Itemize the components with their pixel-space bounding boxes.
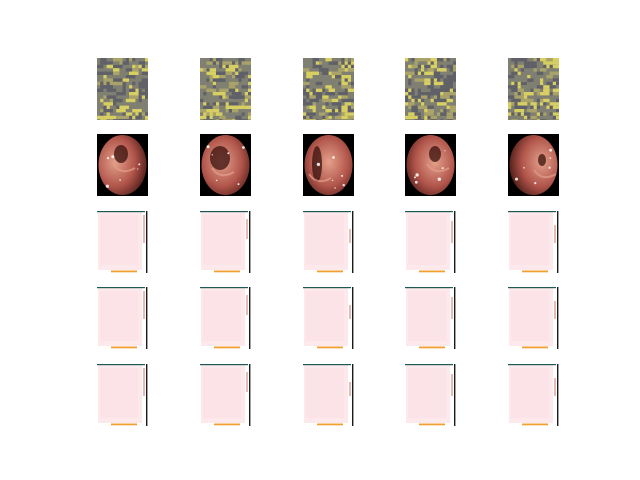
tile-image-5-2 [200, 364, 251, 426]
tile-image-1-2 [200, 58, 251, 120]
tile-generated-pink-5-2 [200, 364, 251, 426]
tile-image-2-5 [508, 134, 559, 196]
tile-image-3-4 [405, 211, 456, 273]
tile-image-2-4 [405, 134, 456, 196]
tile-image-3-2 [200, 211, 251, 273]
tile-generated-pink-4-4 [405, 287, 456, 349]
tile-image-2-1 [97, 134, 148, 196]
tile-endoscopy-frame-2-5 [508, 134, 559, 196]
tile-generated-pink-5-1 [97, 364, 148, 426]
tile-image-4-1 [97, 287, 148, 349]
tile-generated-pink-4-2 [200, 287, 251, 349]
tile-endoscopy-frame-2-3 [303, 134, 354, 196]
tile-image-4-3 [303, 287, 354, 349]
tile-generated-pink-4-1 [97, 287, 148, 349]
tile-image-1-4 [405, 58, 456, 120]
tile-noise-latent-1-2 [200, 58, 251, 120]
tile-image-5-1 [97, 364, 148, 426]
tile-generated-pink-3-4 [405, 211, 456, 273]
tile-noise-latent-1-1 [97, 58, 148, 120]
tile-generated-pink-5-4 [405, 364, 456, 426]
tile-image-5-5 [508, 364, 559, 426]
tile-image-1-1 [97, 58, 148, 120]
tile-noise-latent-1-3 [303, 58, 354, 120]
tile-generated-pink-3-3 [303, 211, 354, 273]
tile-image-3-3 [303, 211, 354, 273]
tile-endoscopy-frame-2-1 [97, 134, 148, 196]
tile-image-2-2 [200, 134, 251, 196]
tile-image-5-4 [405, 364, 456, 426]
tile-generated-pink-3-5 [508, 211, 559, 273]
tile-image-2-3 [303, 134, 354, 196]
tile-generated-pink-3-1 [97, 211, 148, 273]
tile-generated-pink-4-3 [303, 287, 354, 349]
tile-image-4-5 [508, 287, 559, 349]
tile-image-4-2 [200, 287, 251, 349]
tile-image-4-4 [405, 287, 456, 349]
tile-generated-pink-5-5 [508, 364, 559, 426]
tile-generated-pink-4-5 [508, 287, 559, 349]
tile-image-3-5 [508, 211, 559, 273]
tile-image-1-3 [303, 58, 354, 120]
tile-noise-latent-1-5 [508, 58, 559, 120]
tile-generated-pink-3-2 [200, 211, 251, 273]
tile-generated-pink-5-3 [303, 364, 354, 426]
tile-endoscopy-frame-2-4 [405, 134, 456, 196]
tile-image-5-3 [303, 364, 354, 426]
tile-endoscopy-frame-2-2 [200, 134, 251, 196]
tile-image-1-5 [508, 58, 559, 120]
tile-image-3-1 [97, 211, 148, 273]
tile-noise-latent-1-4 [405, 58, 456, 120]
